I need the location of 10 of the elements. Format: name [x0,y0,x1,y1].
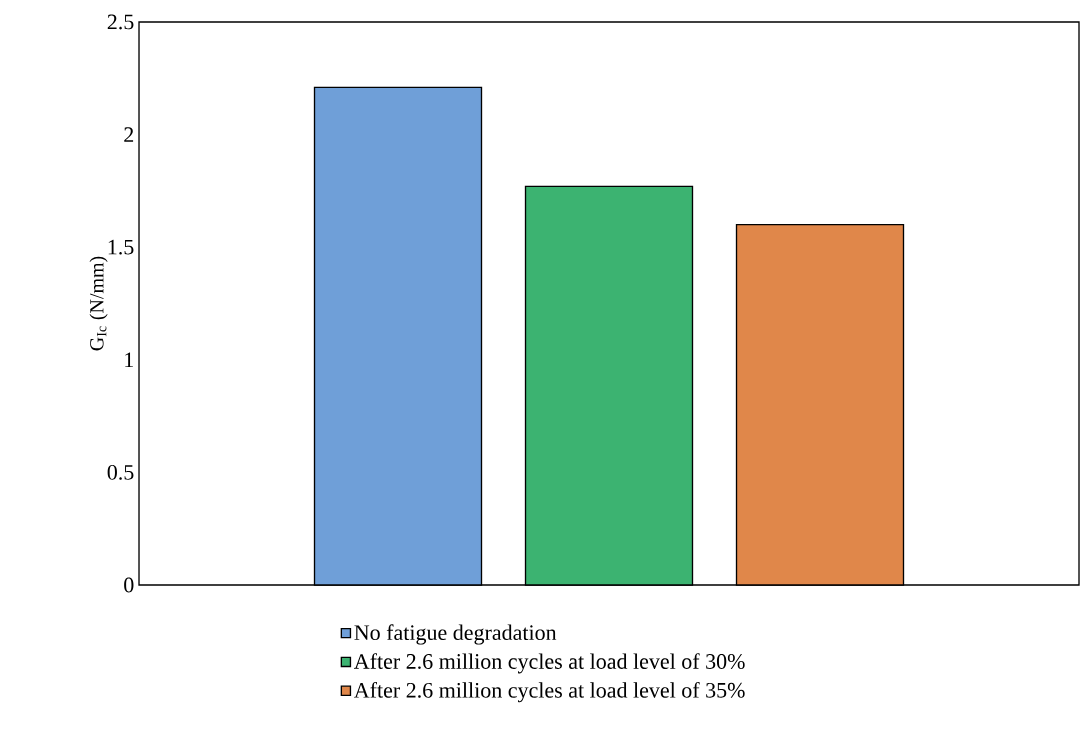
legend-label: After 2.6 million cycles at load level of 35% [353,682,745,703]
legend-label: No fatigue degradation [354,624,557,645]
y-tick-label: 2.5 [107,14,134,30]
y-tick-label: 1.5 [108,239,134,255]
y-tick-label: 2 [124,127,134,142]
y-tick-label: 0 [124,577,134,593]
y-tick-label: 1 [125,352,133,368]
y-axis-title: G$_{Ic}$ (N/mm) [89,256,108,351]
y-tick-label: 0.5 [107,464,134,480]
legend-label: After 2.6 million cycles at load level of 30% [353,653,745,674]
